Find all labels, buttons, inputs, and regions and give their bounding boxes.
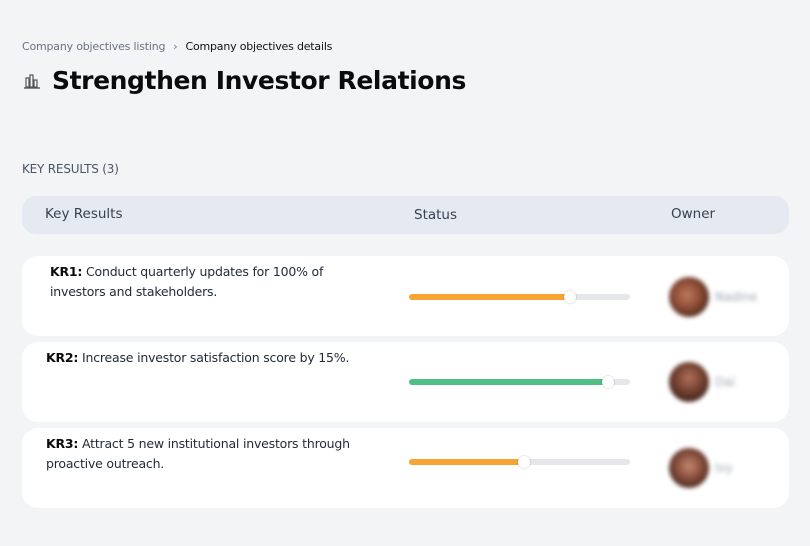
key-result-id: KR1: [50,264,83,279]
progress-thumb[interactable] [601,376,614,388]
progress-thumb[interactable] [517,456,530,468]
owner-name: Nadine [715,290,758,304]
progress-fill [409,379,608,385]
key-results-table-header: Key Results Status Owner [22,196,789,234]
owner-name: Ivy [715,461,733,475]
progress-fill [409,459,524,465]
progress-slider[interactable] [409,291,630,303]
title-row: Strengthen Investor Relations [22,66,466,95]
progress-slider[interactable] [409,376,630,388]
key-result-description: Increase investor satisfaction score by … [82,350,350,365]
key-result-id: KR2: [46,350,79,365]
avatar [669,277,709,317]
bar-chart-icon [22,71,42,91]
column-header-status: Status [414,207,458,223]
owner-name: Dai [715,375,735,389]
progress-fill [409,294,571,300]
page-title: Strengthen Investor Relations [52,66,466,95]
key-result-description: Attract 5 new institutional investors th… [46,436,350,471]
key-result-description: Conduct quarterly updates for 100% of in… [50,264,324,299]
owner-cell: Ivy [669,448,733,488]
key-result-text: KR1: Conduct quarterly updates for 100% … [50,262,360,302]
chevron-right-icon: › [173,40,178,53]
progress-thumb[interactable] [564,291,577,303]
column-header-owner: Owner [671,206,716,222]
key-result-id: KR3: [46,436,79,451]
key-result-row[interactable]: KR1: Conduct quarterly updates for 100% … [22,256,789,336]
breadcrumb-link-objectives-listing[interactable]: Company objectives listing [22,40,166,53]
avatar [669,448,709,488]
progress-slider[interactable] [409,456,630,468]
owner-cell: Nadine [669,277,757,317]
key-result-text: KR3: Attract 5 new institutional investo… [46,434,356,474]
owner-cell: Dai [669,362,735,402]
key-results-count-label: KEY RESULTS (3) [22,162,119,176]
breadcrumb: Company objectives listing › Company obj… [22,40,332,53]
key-result-row[interactable]: KR3: Attract 5 new institutional investo… [22,428,789,508]
key-result-row[interactable]: KR2: Increase investor satisfaction scor… [22,342,789,422]
breadcrumb-current: Company objectives details [185,40,333,53]
column-header-key-results: Key Results [45,206,123,222]
key-result-text: KR2: Increase investor satisfaction scor… [46,348,386,368]
avatar [669,362,709,402]
